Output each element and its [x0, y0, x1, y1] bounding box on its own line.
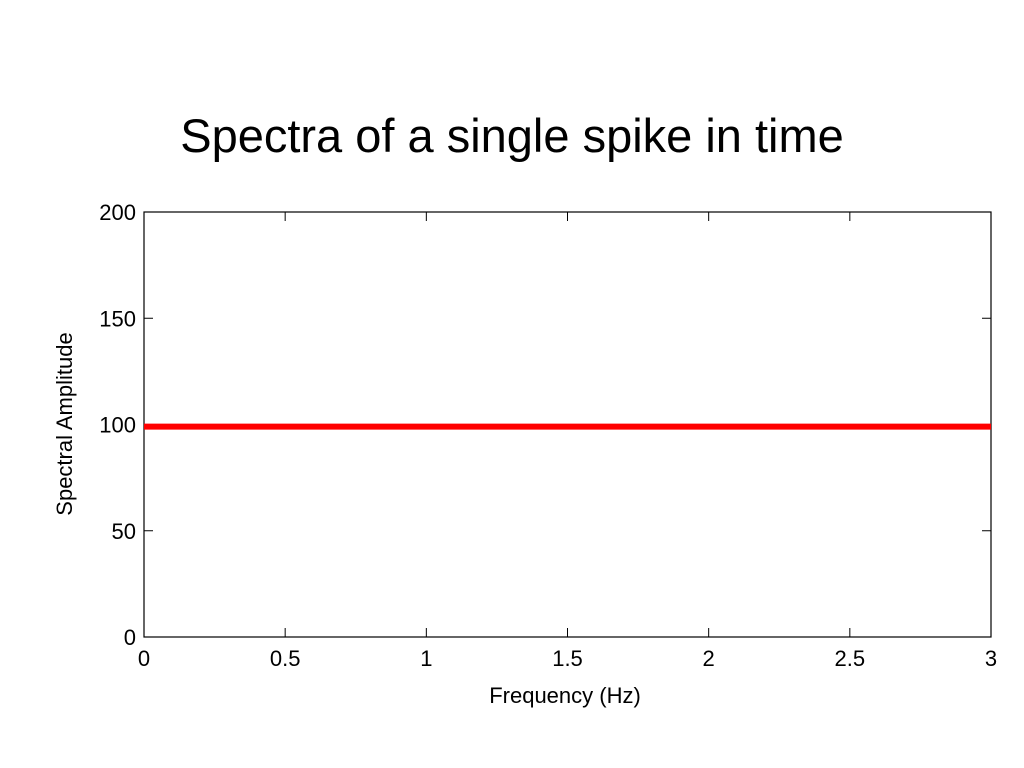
y-tick-label: 200	[99, 200, 136, 225]
x-tick-label: 2	[703, 646, 715, 671]
y-tick-label: 100	[99, 413, 136, 438]
y-tick-label: 150	[99, 306, 136, 331]
x-axis-label: Frequency (Hz)	[489, 683, 641, 708]
x-tick-label: 1.5	[552, 646, 583, 671]
x-tick-label: 0.5	[270, 646, 301, 671]
x-tick-label: 1	[420, 646, 432, 671]
x-tick-label: 0	[138, 646, 150, 671]
y-axis-label: Spectral Amplitude	[52, 332, 77, 515]
slide-title: Spectra of a single spike in time	[180, 109, 844, 162]
x-tick-label: 2.5	[835, 646, 866, 671]
y-tick-label: 0	[124, 625, 136, 650]
y-tick-label: 50	[112, 519, 136, 544]
x-tick-label: 3	[985, 646, 997, 671]
